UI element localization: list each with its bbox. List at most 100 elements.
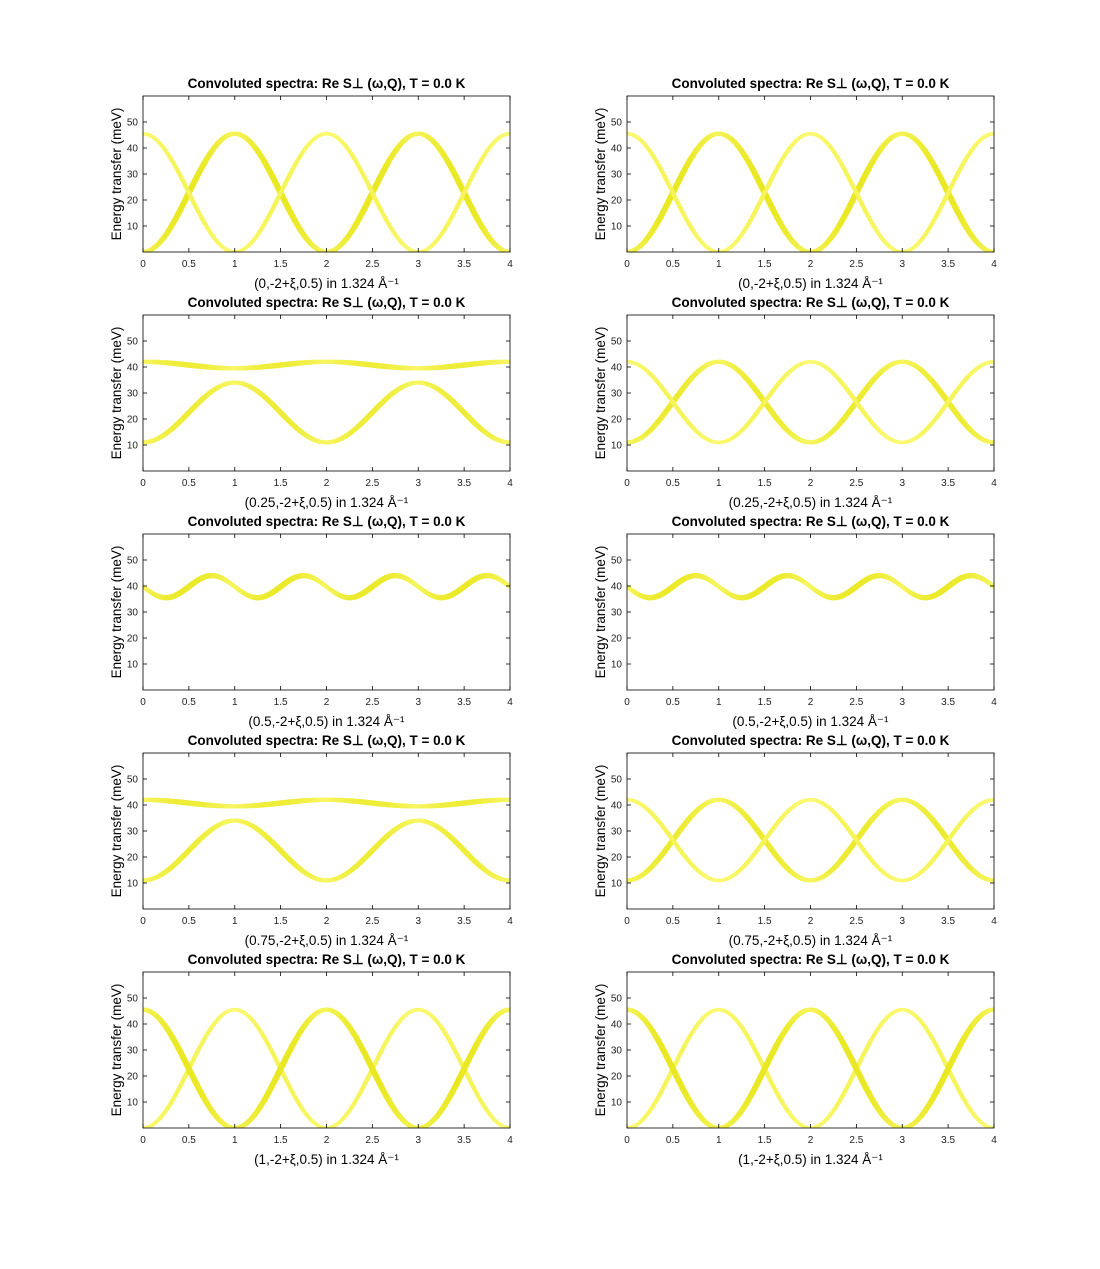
y-axis-label: Energy transfer (meV) [109, 546, 124, 679]
x-tick-label: 3.5 [941, 478, 955, 489]
x-tick-label: 4 [991, 1135, 997, 1146]
x-tick-label: 1 [232, 478, 238, 489]
intensity-bands [143, 131, 510, 252]
x-tick-label: 0.5 [182, 697, 196, 708]
x-tick-label: 2.5 [849, 916, 863, 927]
x-tick-label: 2 [808, 478, 814, 489]
x-tick-label: 4 [991, 916, 997, 927]
y-tick-label: 10 [127, 879, 139, 890]
y-tick-label: 20 [611, 415, 623, 426]
x-tick-label: 3 [899, 1135, 905, 1146]
y-tick-label: 50 [611, 337, 623, 348]
x-tick-label: 0.5 [666, 1135, 680, 1146]
y-tick-label: 30 [611, 389, 623, 400]
y-tick-label: 50 [611, 994, 623, 1005]
x-tick-label: 1.5 [274, 478, 288, 489]
y-tick-label: 40 [611, 363, 623, 374]
x-tick-label: 2.5 [849, 478, 863, 489]
x-tick-label: 4 [507, 478, 513, 489]
subplot-title: Convoluted spectra: Re S⊥ (ω,Q), T = 0.0… [672, 76, 950, 91]
x-tick-label: 1 [716, 1135, 722, 1146]
x-tick-label: 1.5 [274, 1135, 288, 1146]
x-axis-label: (0,-2+ξ,0.5) in 1.324 Å⁻¹ [738, 276, 883, 291]
subplot-title: Convoluted spectra: Re S⊥ (ω,Q), T = 0.0… [672, 514, 950, 529]
y-tick-label: 40 [127, 1020, 139, 1031]
y-tick-label: 10 [127, 441, 139, 452]
y-tick-label: 20 [127, 415, 139, 426]
y-tick-label: 20 [127, 1072, 139, 1083]
x-tick-label: 4 [991, 697, 997, 708]
x-tick-label: 1 [716, 478, 722, 489]
y-tick-label: 40 [611, 144, 623, 155]
y-tick-label: 30 [127, 389, 139, 400]
intensity-bands [143, 1007, 510, 1128]
x-axis-label: (0.25,-2+ξ,0.5) in 1.324 Å⁻¹ [729, 495, 893, 510]
x-tick-label: 3.5 [941, 697, 955, 708]
x-tick-label: 3.5 [941, 1135, 955, 1146]
y-tick-label: 40 [611, 582, 623, 593]
x-axis-label: (0.25,-2+ξ,0.5) in 1.324 Å⁻¹ [245, 495, 409, 510]
subplot-6: 0 0.5 1 1.5 2 2.5 3 3.5 4 10 20 30 40 50 Convoluted sp… [593, 514, 997, 729]
subplot-2: 0 0.5 1 1.5 2 2.5 3 3.5 4 10 20 30 40 50 Convoluted sp… [593, 76, 997, 291]
x-tick-label: 4 [507, 1135, 513, 1146]
x-tick-label: 0 [140, 1135, 146, 1146]
y-axis-label: Energy transfer (meV) [593, 546, 608, 679]
subplot-title: Convoluted spectra: Re S⊥ (ω,Q), T = 0.0… [188, 76, 466, 91]
intensity-bands [627, 1007, 994, 1128]
y-tick-label: 20 [611, 634, 623, 645]
x-tick-label: 2 [808, 916, 814, 927]
y-tick-label: 20 [127, 196, 139, 207]
x-tick-label: 3.5 [941, 916, 955, 927]
x-tick-label: 4 [507, 259, 513, 270]
x-tick-label: 3 [415, 916, 421, 927]
y-tick-label: 20 [127, 853, 139, 864]
x-tick-label: 0.5 [666, 916, 680, 927]
y-axis-label: Energy transfer (meV) [109, 327, 124, 460]
x-tick-label: 1 [716, 259, 722, 270]
x-tick-label: 4 [507, 697, 513, 708]
subplot-1: 0 0.5 1 1.5 2 2.5 3 3.5 4 10 20 30 40 50 Convoluted sp… [109, 76, 513, 291]
x-tick-label: 0 [624, 1135, 630, 1146]
x-tick-label: 2.5 [365, 916, 379, 927]
y-tick-label: 50 [127, 118, 139, 129]
subplot-title: Convoluted spectra: Re S⊥ (ω,Q), T = 0.0… [188, 733, 466, 748]
x-tick-label: 0 [140, 697, 146, 708]
y-tick-label: 50 [127, 775, 139, 786]
y-tick-label: 40 [611, 1020, 623, 1031]
x-tick-label: 0 [140, 916, 146, 927]
x-tick-label: 0 [624, 697, 630, 708]
plot-area [627, 534, 994, 690]
subplot-8: 0 0.5 1 1.5 2 2.5 3 3.5 4 10 20 30 40 50 Convoluted sp… [593, 733, 997, 948]
x-tick-label: 2.5 [365, 259, 379, 270]
y-tick-label: 50 [127, 337, 139, 348]
plot-area [627, 315, 994, 471]
y-tick-label: 50 [611, 556, 623, 567]
x-tick-label: 3.5 [457, 1135, 471, 1146]
x-tick-label: 2.5 [365, 478, 379, 489]
x-tick-label: 0.5 [666, 697, 680, 708]
x-tick-label: 2.5 [849, 259, 863, 270]
y-tick-label: 20 [611, 1072, 623, 1083]
subplot-5: 0 0.5 1 1.5 2 2.5 3 3.5 4 10 20 30 40 50 Convoluted sp… [109, 514, 513, 729]
x-tick-label: 0.5 [666, 478, 680, 489]
y-tick-label: 10 [611, 660, 623, 671]
x-tick-label: 3 [415, 697, 421, 708]
x-tick-label: 1.5 [274, 916, 288, 927]
plot-area [143, 315, 510, 471]
x-tick-label: 0.5 [666, 259, 680, 270]
x-tick-label: 3 [899, 259, 905, 270]
subplot-title: Convoluted spectra: Re S⊥ (ω,Q), T = 0.0… [188, 514, 466, 529]
x-tick-label: 4 [507, 916, 513, 927]
x-tick-label: 0 [624, 478, 630, 489]
y-axis-label: Energy transfer (meV) [593, 327, 608, 460]
intensity-bands [143, 359, 510, 445]
x-tick-label: 1 [232, 916, 238, 927]
x-tick-label: 3 [899, 478, 905, 489]
y-tick-label: 40 [127, 582, 139, 593]
x-axis-label: (0.75,-2+ξ,0.5) in 1.324 Å⁻¹ [729, 933, 893, 948]
x-tick-label: 0.5 [182, 259, 196, 270]
x-tick-label: 2.5 [849, 1135, 863, 1146]
y-tick-label: 50 [611, 118, 623, 129]
plot-area [143, 753, 510, 909]
x-axis-label: (0.5,-2+ξ,0.5) in 1.324 Å⁻¹ [248, 714, 405, 729]
